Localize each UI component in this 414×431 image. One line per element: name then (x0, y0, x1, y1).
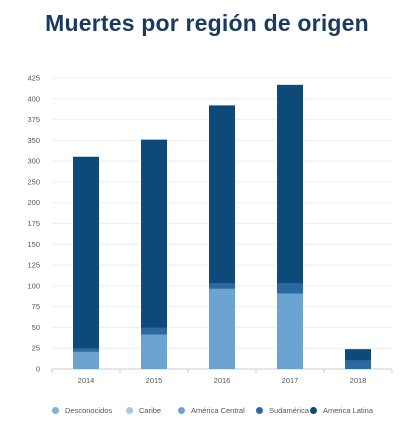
legend-item[interactable]: Caribe (126, 406, 161, 415)
x-tick-label: 2018 (350, 376, 367, 385)
legend-item[interactable]: América Central (178, 406, 245, 415)
x-tick-label: 2015 (146, 376, 163, 385)
y-tick-label: 300 (27, 157, 40, 166)
y-tick-label: 100 (27, 281, 40, 290)
y-tick-label: 150 (27, 240, 40, 249)
y-tick-label: 25 (32, 344, 40, 353)
x-tick-label: 2017 (282, 376, 299, 385)
legend-label: Desconocidos (65, 406, 113, 415)
bar-segment[interactable] (345, 360, 371, 369)
legend-label: Sudamérica (269, 406, 310, 415)
y-tick-label: 50 (32, 323, 40, 332)
legend-swatch-icon (256, 407, 263, 414)
y-tick-label: 125 (27, 261, 40, 270)
chart-legend: Desconocidos Caribe América Central Sudamér… (0, 406, 414, 420)
y-tick-label: 375 (27, 115, 40, 124)
bar-segment[interactable] (277, 283, 303, 294)
bar-segment[interactable] (73, 156, 99, 349)
bar-segment[interactable] (209, 105, 235, 284)
y-tick-label: 250 (27, 177, 40, 186)
y-tick-label: 200 (27, 198, 40, 207)
legend-swatch-icon (126, 407, 133, 414)
bar-segment[interactable] (277, 293, 303, 369)
chart-title: Muertes por región de origen (45, 10, 369, 36)
bar-segment[interactable] (209, 288, 235, 369)
bar-segment[interactable] (73, 348, 99, 352)
y-tick-label: 75 (32, 302, 40, 311)
bar-segment[interactable] (73, 351, 99, 369)
legend-swatch-icon (310, 407, 317, 414)
legend-item[interactable]: America Latina (310, 406, 373, 415)
legend-item[interactable]: Sudamérica (256, 406, 309, 415)
y-tick-label: 175 (27, 219, 40, 228)
legend-item[interactable]: Desconocidos (52, 406, 112, 415)
y-tick-label: 425 (27, 74, 40, 83)
stacked-bar-chart: 0 25 50 75 100 125 150 175 200 250 300 350 375 400 425… (27, 74, 393, 385)
bar-segment[interactable] (141, 327, 167, 335)
legend-swatch-icon (52, 407, 59, 414)
bar-segment[interactable] (141, 334, 167, 369)
y-tick-label: 0 (36, 365, 40, 374)
bar-segment[interactable] (209, 283, 235, 289)
y-tick-label: 350 (27, 136, 40, 145)
legend-label: Caribe (139, 406, 162, 415)
bar-segment[interactable] (345, 349, 371, 361)
bar-segment[interactable] (141, 139, 167, 328)
x-tick-label: 2014 (78, 376, 95, 385)
legend-label: América Central (191, 406, 245, 415)
y-tick-label: 400 (27, 94, 40, 103)
legend-label: America Latina (323, 406, 374, 415)
bar-segment[interactable] (277, 84, 303, 284)
x-tick-label: 2016 (214, 376, 231, 385)
legend-swatch-icon (178, 407, 185, 414)
